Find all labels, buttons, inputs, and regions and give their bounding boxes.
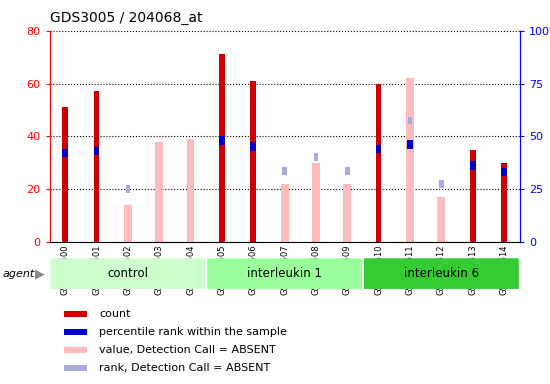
Bar [64, 311, 87, 318]
Bar [64, 365, 87, 371]
Bar [62, 149, 68, 157]
FancyBboxPatch shape [207, 258, 362, 289]
Text: rank, Detection Call = ABSENT: rank, Detection Call = ABSENT [99, 363, 270, 373]
Bar [250, 142, 256, 151]
Text: GDS3005 / 204068_at: GDS3005 / 204068_at [50, 11, 202, 25]
Bar [155, 142, 163, 242]
Bar [312, 163, 320, 242]
Bar [501, 168, 507, 176]
Bar [406, 78, 414, 242]
Bar [314, 154, 318, 161]
Bar [283, 167, 287, 175]
Text: interleukin 1: interleukin 1 [247, 267, 322, 280]
FancyBboxPatch shape [51, 258, 205, 289]
Text: interleukin 6: interleukin 6 [404, 267, 479, 280]
Bar [94, 91, 100, 242]
Bar [186, 139, 195, 242]
Bar [126, 185, 130, 193]
Bar [470, 161, 476, 170]
Text: control: control [107, 267, 148, 280]
Bar [280, 184, 289, 242]
Text: percentile rank within the sample: percentile rank within the sample [99, 327, 287, 337]
Bar [62, 107, 68, 242]
Bar [345, 167, 349, 175]
Bar [439, 180, 443, 188]
Bar [408, 116, 412, 124]
FancyBboxPatch shape [364, 258, 519, 289]
Text: count: count [99, 310, 130, 319]
Bar [437, 197, 446, 242]
Bar [407, 140, 413, 149]
Text: value, Detection Call = ABSENT: value, Detection Call = ABSENT [99, 345, 276, 355]
Bar [64, 347, 87, 353]
Text: ▶: ▶ [35, 267, 44, 280]
Bar [219, 136, 225, 144]
Bar [501, 163, 507, 242]
Bar [470, 149, 476, 242]
Bar [376, 84, 382, 242]
Bar [64, 329, 87, 335]
Bar [219, 55, 225, 242]
Bar [250, 81, 256, 242]
Bar [376, 144, 382, 153]
Text: agent: agent [3, 269, 35, 279]
Bar [94, 147, 100, 155]
Bar [124, 205, 132, 242]
Bar [343, 184, 351, 242]
